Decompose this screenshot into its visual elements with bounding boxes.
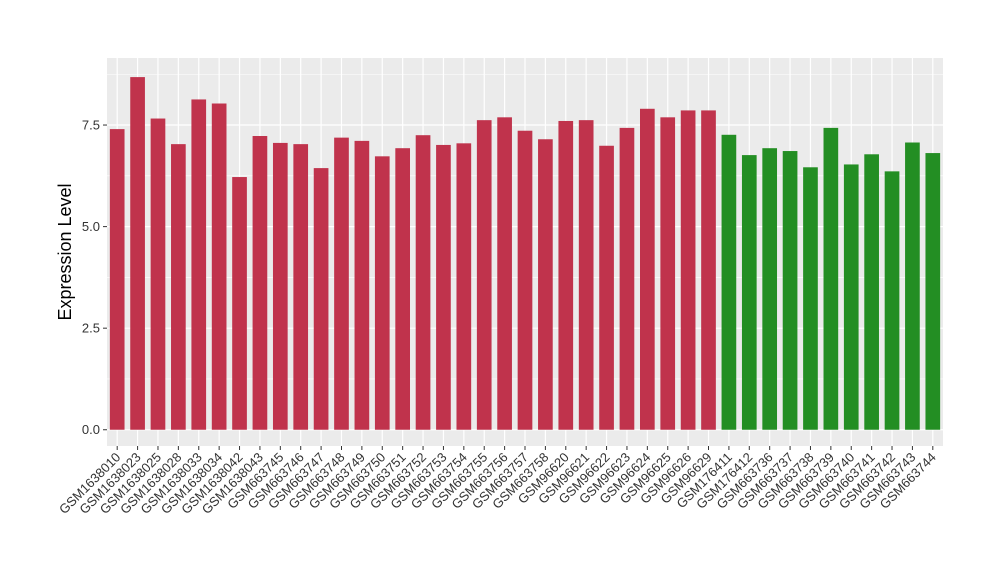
bar-GSM663737 bbox=[782, 151, 798, 430]
bar-GSM96621 bbox=[578, 120, 594, 430]
bar-GSM96623 bbox=[619, 127, 635, 430]
bar-GSM663753 bbox=[436, 144, 451, 430]
y-axis-title: Expression Level bbox=[55, 183, 75, 320]
y-tick-label: 0.0 bbox=[82, 422, 100, 437]
bar-GSM663744 bbox=[925, 153, 941, 430]
bar-GSM663746 bbox=[293, 144, 309, 430]
bar-GSM663745 bbox=[272, 142, 288, 430]
bars bbox=[109, 77, 941, 430]
bar-GSM96629 bbox=[701, 110, 716, 430]
bar-GSM663750 bbox=[374, 156, 390, 430]
bar-GSM1638033 bbox=[191, 99, 207, 430]
bar-GSM663738 bbox=[803, 167, 818, 430]
bar-GSM663754 bbox=[456, 143, 472, 430]
bar-GSM663740 bbox=[843, 164, 859, 430]
bar-GSM663743 bbox=[905, 142, 920, 430]
bar-GSM1638025 bbox=[150, 118, 166, 430]
bar-GSM1638034 bbox=[211, 103, 227, 430]
bar-GSM96622 bbox=[599, 145, 614, 430]
bar-GSM663741 bbox=[864, 154, 879, 430]
bar-GSM663742 bbox=[884, 171, 900, 430]
bar-GSM663758 bbox=[538, 139, 553, 430]
bar-GSM96625 bbox=[660, 117, 676, 430]
bar-GSM663757 bbox=[517, 130, 533, 430]
bar-GSM1638042 bbox=[232, 177, 247, 430]
bar-GSM663749 bbox=[354, 140, 370, 430]
x-axis: GSM1638010GSM1638023GSM1638025GSM1638028… bbox=[56, 446, 939, 517]
bar-GSM1638043 bbox=[252, 136, 268, 430]
y-axis: 0.0 2.5 5.0 7.5 bbox=[82, 118, 107, 437]
bar-GSM663747 bbox=[313, 168, 329, 430]
y-tick-label: 7.5 bbox=[82, 118, 100, 133]
bar-GSM96624 bbox=[640, 108, 655, 430]
bar-GSM96626 bbox=[680, 110, 696, 430]
bar-GSM1638023 bbox=[130, 77, 145, 430]
bar-GSM176412 bbox=[741, 155, 757, 430]
bar-GSM663756 bbox=[497, 117, 512, 430]
bar-GSM1638010 bbox=[109, 129, 125, 430]
y-tick-label: 5.0 bbox=[82, 219, 100, 234]
bar-GSM663736 bbox=[762, 148, 778, 430]
bar-GSM1638028 bbox=[171, 144, 186, 430]
bar-GSM663752 bbox=[415, 135, 431, 430]
bar-GSM663739 bbox=[823, 127, 839, 430]
y-tick-label: 2.5 bbox=[82, 321, 100, 336]
bar-GSM176411 bbox=[721, 134, 737, 430]
bar-GSM663751 bbox=[395, 148, 410, 430]
bar-GSM663755 bbox=[476, 120, 492, 430]
bar-GSM663748 bbox=[334, 137, 349, 430]
bar-GSM96620 bbox=[558, 120, 574, 430]
